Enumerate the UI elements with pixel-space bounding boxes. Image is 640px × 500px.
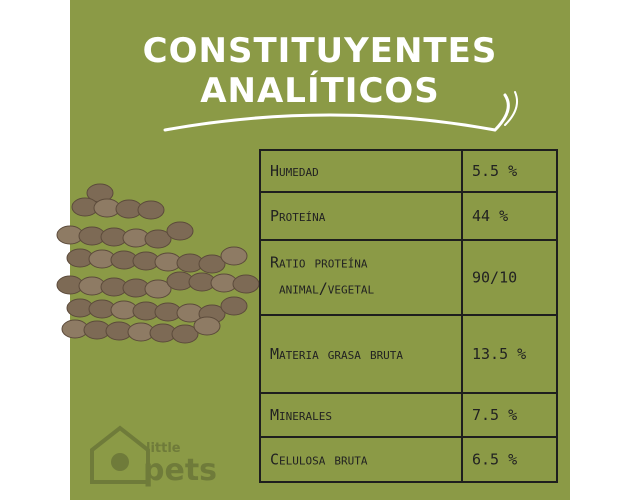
kibble (144, 279, 172, 299)
row-value: 6.5 % (472, 451, 517, 469)
kibble-pile (56, 183, 260, 344)
row-label: Materia grasa bruta (270, 345, 403, 363)
logo-text: little (146, 441, 181, 456)
row-label: Proteína (270, 207, 326, 225)
table: Humedad 5.5 % Proteína 44 % Ratio proteína a… (259, 149, 558, 483)
title-line: ANALÍTICOS (200, 70, 440, 111)
row-value: 44 % (472, 207, 508, 225)
row-value: 5.5 % (472, 162, 517, 180)
logo-text: pets (143, 453, 217, 488)
kibble (232, 274, 260, 294)
kibble (137, 200, 165, 220)
row-label: Humedad (270, 162, 319, 180)
kibble (220, 296, 248, 316)
kibble (193, 316, 221, 336)
row-label: Ratio proteína animal/vegetal (270, 254, 375, 298)
kibble (166, 221, 194, 241)
title-line: CONSTITUYENTES (143, 31, 498, 71)
row-label: Celulosa bruta (270, 451, 368, 469)
background-panel (70, 0, 570, 500)
kibble (220, 246, 248, 266)
kibble (144, 229, 172, 249)
row-value: 13.5 % (472, 345, 526, 363)
kibble (171, 324, 199, 344)
row-value: 90/10 (472, 269, 517, 287)
kibble (198, 254, 226, 274)
row-label: Minerales (270, 406, 332, 424)
row-value: 7.5 % (472, 406, 517, 424)
logo: little pets (90, 425, 217, 488)
swoosh (163, 91, 518, 132)
